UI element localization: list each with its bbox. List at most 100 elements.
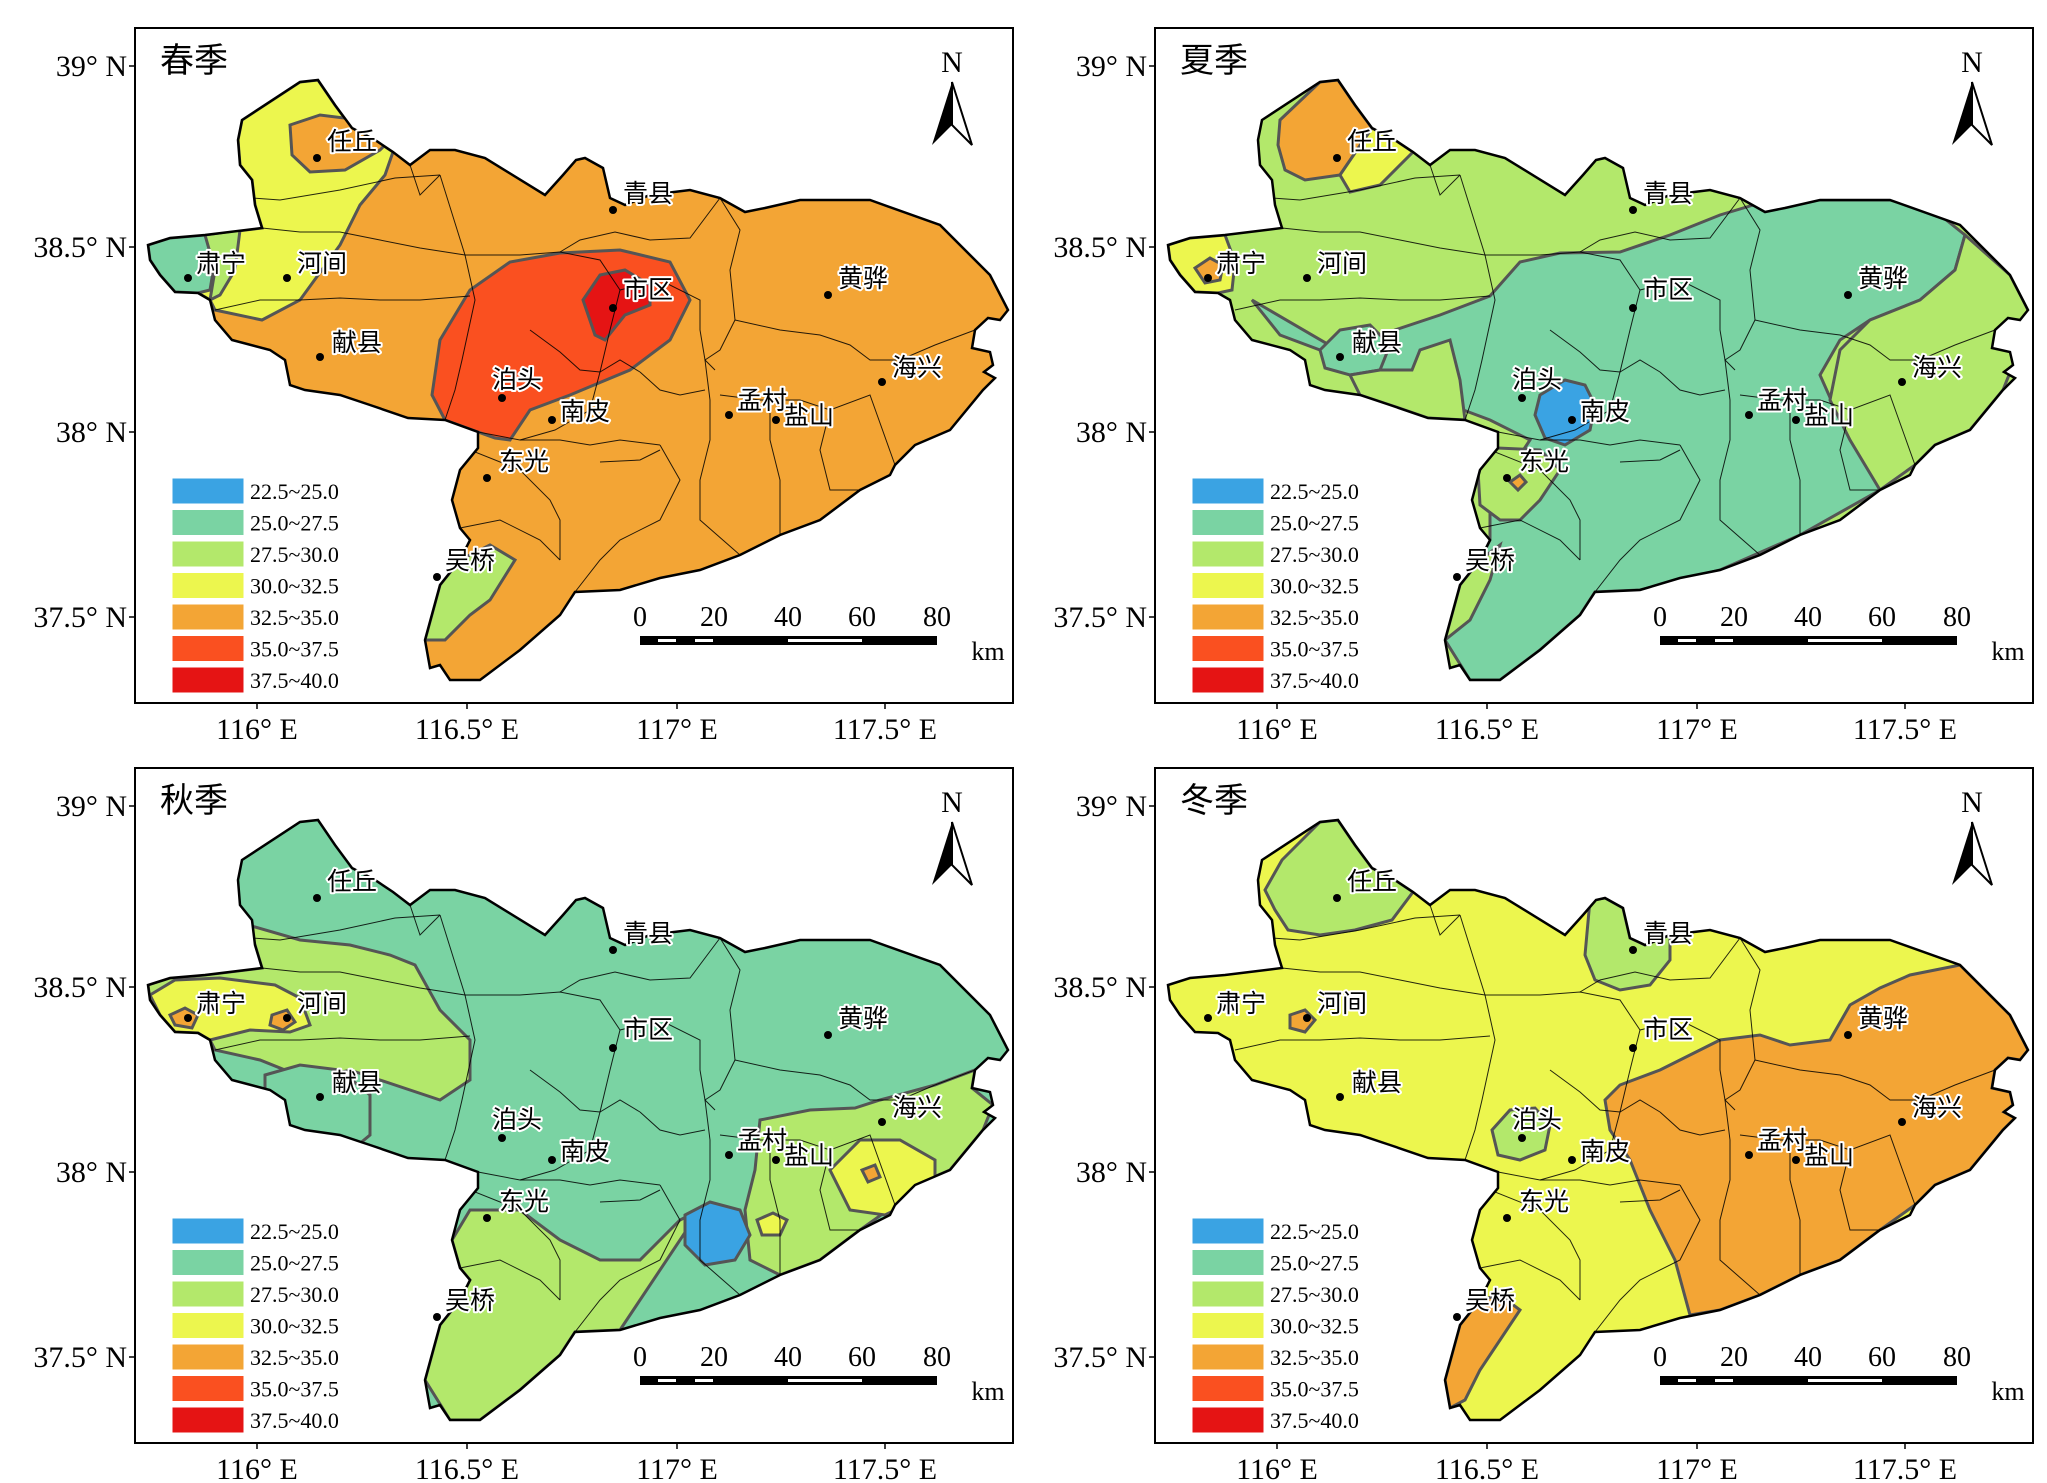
city-label: 吴桥 [1465,1286,1515,1315]
city-marker-xianxian: 献县 [316,1066,384,1101]
city-dot [725,1151,733,1159]
legend-label: 27.5~30.0 [250,1282,339,1307]
legend: 22.5~25.0 25.0~27.5 27.5~30.0 30.0~32.5 32.5… [171,1217,339,1434]
city-dot [1518,1134,1526,1142]
county-boundary [1429,904,1461,936]
city-label: 海兴 [892,1093,942,1122]
county-boundary [1539,289,1641,441]
scale-unit: km [971,637,1004,666]
city-label: 市区 [623,1015,673,1044]
scale-tick-label: 60 [848,1342,876,1373]
city-label: 肃宁 [196,249,246,278]
city-marker-mengcun: 孟村 [1745,384,1809,419]
city-marker-suning: 肃宁 [184,247,248,282]
city-marker-qingxian: 青县 [1629,917,1695,954]
legend-label: 30.0~32.5 [250,1314,339,1339]
county-boundary [559,937,721,993]
county-boundaries [1234,164,1996,593]
city-marker-haixing: 海兴 [878,351,944,386]
scale-tick-label: 60 [848,602,876,633]
city-dot [283,1014,291,1022]
county-boundary [1724,197,1761,361]
city-dot [878,1118,886,1126]
city-marker-botou: 泊头 [1510,1103,1564,1142]
city-dot [609,206,617,214]
county-boundary [1719,359,1761,556]
city-label: 河间 [1317,249,1367,278]
city-dot [313,894,321,902]
legend-label: 35.0~37.5 [250,637,339,662]
city-marker-mengcun: 孟村 [725,384,789,419]
season-title: 春季 [160,41,228,81]
temperature-zone [1533,378,1597,447]
north-arrow-icon: N [932,46,973,146]
scale-tick-label: 40 [1794,602,1822,633]
city-dot [609,946,617,954]
county-boundary [1754,319,1996,361]
city-marker-haixing: 海兴 [1898,351,1964,386]
city-marker-suning: 肃宁 [184,987,248,1022]
city-marker-qingxian: 青县 [609,917,675,954]
city-label: 肃宁 [1216,249,1266,278]
region-outline [1166,818,2030,1422]
city-marker-huanghua: 黄骅 [1844,1002,1910,1039]
city-label: 黄骅 [838,1004,888,1033]
city-label: 盐山 [1804,401,1854,430]
city-marker-qingxian: 青县 [1629,177,1695,214]
legend-swatch [1191,1249,1265,1276]
county-boundary [1479,1259,1581,1301]
legend-label: 22.5~25.0 [250,479,339,504]
map-svg: 39° N 38.5° N 38° N 37.5° N 116° E 116.5° E 11… [1053,767,2034,1483]
city-label: 任丘 [1347,127,1397,156]
county-boundary [1497,431,1681,446]
city-marker-wuqiao: 吴桥 [1453,544,1517,581]
city-dot [772,1156,780,1164]
city-dot [1336,353,1344,361]
city-label: 肃宁 [1216,989,1266,1018]
legend-label: 37.5~40.0 [250,668,339,693]
scale-tick-label: 0 [633,602,647,633]
city-label: 孟村 [1757,386,1807,415]
county-boundary [251,914,441,941]
city-dot [184,274,192,282]
city-label: 孟村 [1757,1126,1807,1155]
city-label: 市区 [1643,1015,1693,1044]
temperature-zone [1490,1106,1552,1162]
county-boundary [1459,174,1496,421]
legend-swatch [171,477,245,505]
legend-swatch [1191,1280,1265,1308]
city-dot [1792,1156,1800,1164]
legend: 22.5~25.0 25.0~27.5 27.5~30.0 30.0~32.5 32.5… [1191,477,1359,694]
city-marker-dongguang: 东光 [1503,1185,1571,1222]
lon-tick-label: 116° E [216,1453,298,1483]
legend-swatch [171,1280,245,1308]
legend-swatch [171,1312,245,1339]
legend-swatch [1191,1406,1265,1434]
lat-tick-label: 39° N [1076,50,1147,83]
city-dot [433,573,441,581]
legend-swatch [171,666,245,694]
county-boundary [1579,197,1741,253]
lon-tick-label: 116.5° E [1435,713,1539,746]
legend-label: 32.5~35.0 [250,605,339,630]
city-dot [548,416,556,424]
city-marker-yanshan: 盐山 [772,1139,836,1172]
city-dot [433,1313,441,1321]
county-boundary [529,329,641,373]
legend-label: 27.5~30.0 [1270,542,1359,567]
legend-swatch [1191,1217,1265,1245]
city-marker-dongguang: 东光 [483,445,551,482]
lat-tick-label: 39° N [1076,790,1147,823]
scale-tick-label: 80 [923,1342,951,1373]
temperature-zone [683,1200,752,1267]
county-boundary [619,1019,716,1111]
county-boundary [1739,394,1916,466]
city-label: 南皮 [560,397,610,426]
city-marker-huanghua: 黄骅 [824,262,890,299]
legend-swatch [171,1217,245,1245]
city-dot [1333,154,1341,162]
legend-swatch [1191,635,1265,662]
county-boundary [1549,1069,1661,1113]
legend-swatch [171,1375,245,1402]
scale-bar: 0 20 40 60 80 km [633,1342,1005,1406]
